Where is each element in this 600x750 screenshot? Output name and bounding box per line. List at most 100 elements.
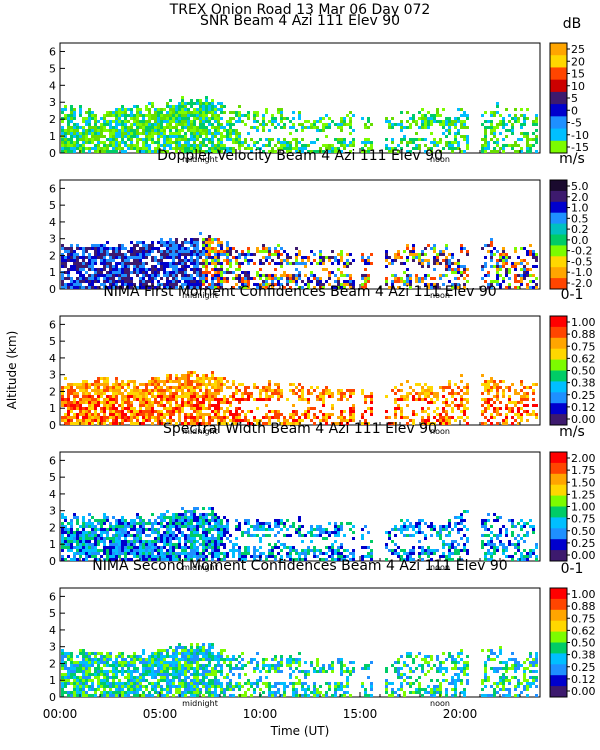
heatmap-cell [106,259,109,262]
heatmap-cell [232,247,235,250]
heatmap-cell [391,274,394,277]
heatmap-cell [67,422,70,425]
heatmap-cell [367,150,370,153]
heatmap-cell [157,117,160,120]
heatmap-cell [499,132,502,135]
heatmap-cell [97,519,100,522]
heatmap-cell [151,268,154,271]
heatmap-cell [529,386,532,389]
heatmap-cell [91,549,94,552]
heatmap-cell [208,132,211,135]
heatmap-cell [337,147,340,150]
heatmap-cell [244,123,247,126]
heatmap-cell [520,262,523,265]
heatmap-cell [151,549,154,552]
heatmap-cell [121,401,124,404]
heatmap-cell [196,374,199,377]
heatmap-cell [460,274,463,277]
heatmap-cell [139,540,142,543]
heatmap-cell [505,256,508,259]
heatmap-cell [313,416,316,419]
heatmap-cell [208,389,211,392]
heatmap-cell [94,256,97,259]
heatmap-cell [283,416,286,419]
heatmap-cell [136,531,139,534]
heatmap-cell [304,126,307,129]
heatmap-cell [337,253,340,256]
heatmap-cell [445,262,448,265]
heatmap-cell [181,519,184,522]
y-tick-label: 6 [49,318,56,331]
heatmap-cell [277,395,280,398]
heatmap-cell [256,126,259,129]
heatmap-cell [181,120,184,123]
heatmap-cell [100,262,103,265]
heatmap-cell [286,519,289,522]
heatmap-cell [523,120,526,123]
heatmap-cell [292,416,295,419]
heatmap-cell [88,120,91,123]
heatmap-cell [64,398,67,401]
heatmap-cell [211,555,214,558]
heatmap-cell [499,259,502,262]
heatmap-cell [124,108,127,111]
heatmap-cell [346,144,349,147]
heatmap-cell [142,117,145,120]
heatmap-cell [133,540,136,543]
heatmap-cell [73,259,76,262]
heatmap-cell [124,555,127,558]
heatmap-cell [193,371,196,374]
heatmap-cell [493,147,496,150]
heatmap-cell [196,102,199,105]
heatmap-cell [76,543,79,546]
heatmap-cell [124,531,127,534]
heatmap-cell [514,286,517,289]
heatmap-cell [454,398,457,401]
heatmap-cell [385,416,388,419]
heatmap-cell [151,274,154,277]
heatmap-cell [292,389,295,392]
heatmap-cell [460,398,463,401]
heatmap-cell [523,268,526,271]
heatmap-cell [163,274,166,277]
heatmap-cell [493,265,496,268]
heatmap-cell [130,404,133,407]
heatmap-cell [214,513,217,516]
heatmap-cell [424,117,427,120]
heatmap-cell [445,141,448,144]
heatmap-cell [340,253,343,256]
heatmap-cell [64,540,67,543]
heatmap-cell [409,117,412,120]
heatmap-cell [442,401,445,404]
heatmap-cell [172,114,175,117]
heatmap-cell [130,546,133,549]
heatmap-cell [166,410,169,413]
heatmap-cell [229,147,232,150]
colorbar-tick-label: 0.38 [571,377,596,390]
panel-title: Spectral Width Beam 4 Azi 111 Elev 90 [163,421,437,437]
heatmap-cell [364,123,367,126]
heatmap-cell [322,404,325,407]
heatmap-cell [160,413,163,416]
heatmap-cell [169,120,172,123]
heatmap-cell [340,126,343,129]
heatmap-cell [112,413,115,416]
heatmap-cell [220,416,223,419]
heatmap-cell [421,280,424,283]
heatmap-cell [127,265,130,268]
heatmap-cell [103,114,106,117]
heatmap-cell [124,271,127,274]
heatmap-cell [184,383,187,386]
heatmap-cell [133,253,136,256]
heatmap-cell [202,283,205,286]
heatmap-cell [244,549,247,552]
heatmap-cell [397,250,400,253]
heatmap-cell [325,114,328,117]
heatmap-cell [112,265,115,268]
heatmap-cell [442,108,445,111]
heatmap-cell [430,141,433,144]
heatmap-cell [328,416,331,419]
heatmap-cell [421,407,424,410]
heatmap-cell [64,404,67,407]
heatmap-cell [103,253,106,256]
